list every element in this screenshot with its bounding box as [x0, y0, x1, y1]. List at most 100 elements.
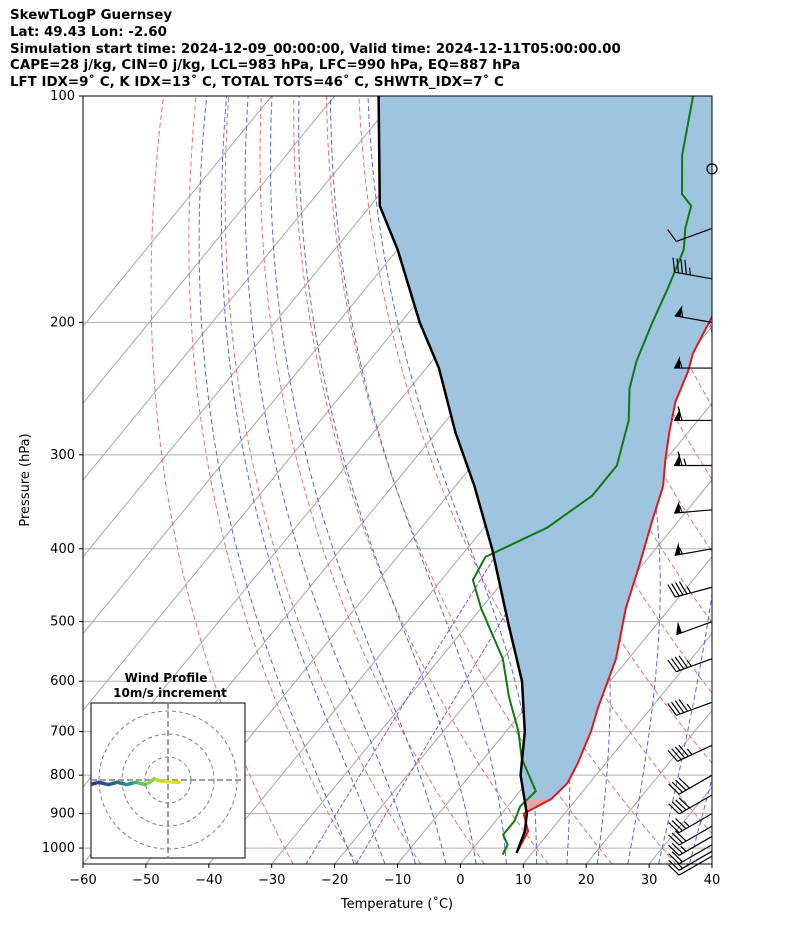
dry-adiabat: [188, 96, 358, 864]
x-tick-label: 10: [515, 873, 532, 888]
wind-barb: [667, 699, 713, 716]
y-tick-label: 500: [50, 615, 75, 630]
barb-flag: [674, 500, 681, 514]
barb-staff: [674, 315, 713, 323]
barb-full: [668, 803, 680, 815]
y-tick-label: 800: [50, 768, 75, 783]
barb-full: [674, 700, 685, 713]
wind-barb: [668, 794, 713, 815]
barb-staff: [676, 701, 713, 716]
barb-full: [678, 655, 689, 668]
barb-staff: [678, 825, 713, 846]
barb-half: [686, 748, 693, 755]
barb-full: [671, 832, 683, 844]
x-tick-label: 20: [578, 873, 595, 888]
y-tick-label: 200: [50, 315, 75, 330]
barb-full: [671, 583, 680, 597]
chart-header: SkewTLogP Guernsey Lat: 49.43 Lon: -2.60…: [10, 8, 621, 92]
barb-half: [688, 267, 691, 276]
barb-full: [667, 229, 677, 242]
y-tick-label: 700: [50, 725, 75, 740]
barb-staff: [678, 844, 713, 865]
barb-flag: [674, 408, 680, 421]
wind-barb: [674, 406, 712, 422]
y-axis-label: Pressure (hPa): [18, 433, 33, 526]
wind-barb: [668, 850, 713, 871]
barb-flag: [674, 356, 680, 369]
wind-barb: [668, 813, 713, 834]
wind-barb: [668, 774, 713, 795]
barb-flag: [674, 542, 681, 556]
x-tick-label: 40: [704, 873, 721, 888]
barb-full: [668, 834, 680, 846]
barb-half: [686, 586, 692, 594]
barb-half: [678, 505, 683, 513]
isotherm-line: [83, 96, 650, 788]
positive-area: [378, 96, 712, 853]
hodograph-segment: [91, 781, 97, 787]
dry-adiabat: [750, 96, 794, 864]
moist-adiabat: [644, 96, 712, 864]
wind-barb: [674, 305, 713, 323]
barb-half: [686, 659, 692, 667]
location-line: Lat: 49.43 Lon: -2.60: [10, 24, 167, 40]
barb-full: [671, 820, 683, 832]
barb-half: [680, 845, 687, 852]
x-tick-label: −40: [195, 873, 222, 888]
cape-line: CAPE=28 j/kg, CIN=0 j/kg, LCL=983 hPa, L…: [10, 58, 521, 74]
barb-staff: [677, 744, 713, 762]
x-axis-label: Temperature (˚C): [340, 896, 453, 912]
barb-half: [676, 862, 683, 869]
barb-full: [675, 818, 687, 830]
barb-full: [668, 783, 680, 795]
dry-adiabat: [293, 96, 549, 864]
x-tick-label: 30: [641, 873, 658, 888]
barb-full: [671, 748, 682, 761]
barb-half: [679, 360, 683, 369]
y-tick-label: 900: [50, 807, 75, 822]
barb-staff: [676, 658, 713, 673]
barb-full: [677, 406, 683, 421]
profiles: [377, 96, 712, 855]
barb-full: [668, 859, 680, 871]
index-line: LFT IDX=9˚ C, K IDX=13˚ C, TOTAL TOTS=46…: [10, 75, 504, 91]
isotherm-line: [522, 632, 712, 864]
wind-barb: [668, 855, 713, 876]
wind-profile-inset: Wind Profile 10m/s increment: [90, 671, 246, 859]
wind-barb: [674, 356, 712, 369]
isotherm-line: [83, 96, 398, 481]
wind-barb: [667, 744, 713, 762]
wind-barb: [668, 844, 713, 865]
mixing-ratio-line: [305, 212, 712, 864]
barb-full: [678, 797, 690, 809]
barb-full: [678, 777, 690, 789]
wind-barb: [668, 825, 713, 846]
barb-full: [668, 844, 680, 856]
barb-full: [674, 746, 686, 759]
moist-adiabat: [752, 96, 794, 864]
hodograph: [91, 703, 245, 858]
barb-full: [675, 582, 684, 596]
wind-barb: [674, 542, 713, 556]
barb-flag: [674, 453, 680, 466]
x-tick-label: −20: [321, 873, 348, 888]
negative-area: [523, 798, 552, 835]
barb-staff: [678, 813, 713, 834]
barb-half: [683, 821, 690, 828]
barb-full: [671, 781, 683, 793]
wind-barb: [676, 621, 713, 636]
barb-full: [667, 584, 676, 598]
barb-staff: [674, 548, 713, 556]
dry-adiabat: [717, 96, 794, 864]
moist-adiabat: [198, 96, 355, 864]
wind-barb: [667, 227, 713, 242]
isotherm-line: [775, 96, 794, 864]
barb-full: [684, 259, 687, 275]
y-tick-label: 100: [50, 89, 75, 104]
barb-full: [677, 451, 683, 466]
barb-half: [681, 309, 684, 318]
barb-full: [678, 699, 689, 712]
wind-barb: [674, 500, 713, 514]
isotherm-line: [83, 96, 524, 635]
